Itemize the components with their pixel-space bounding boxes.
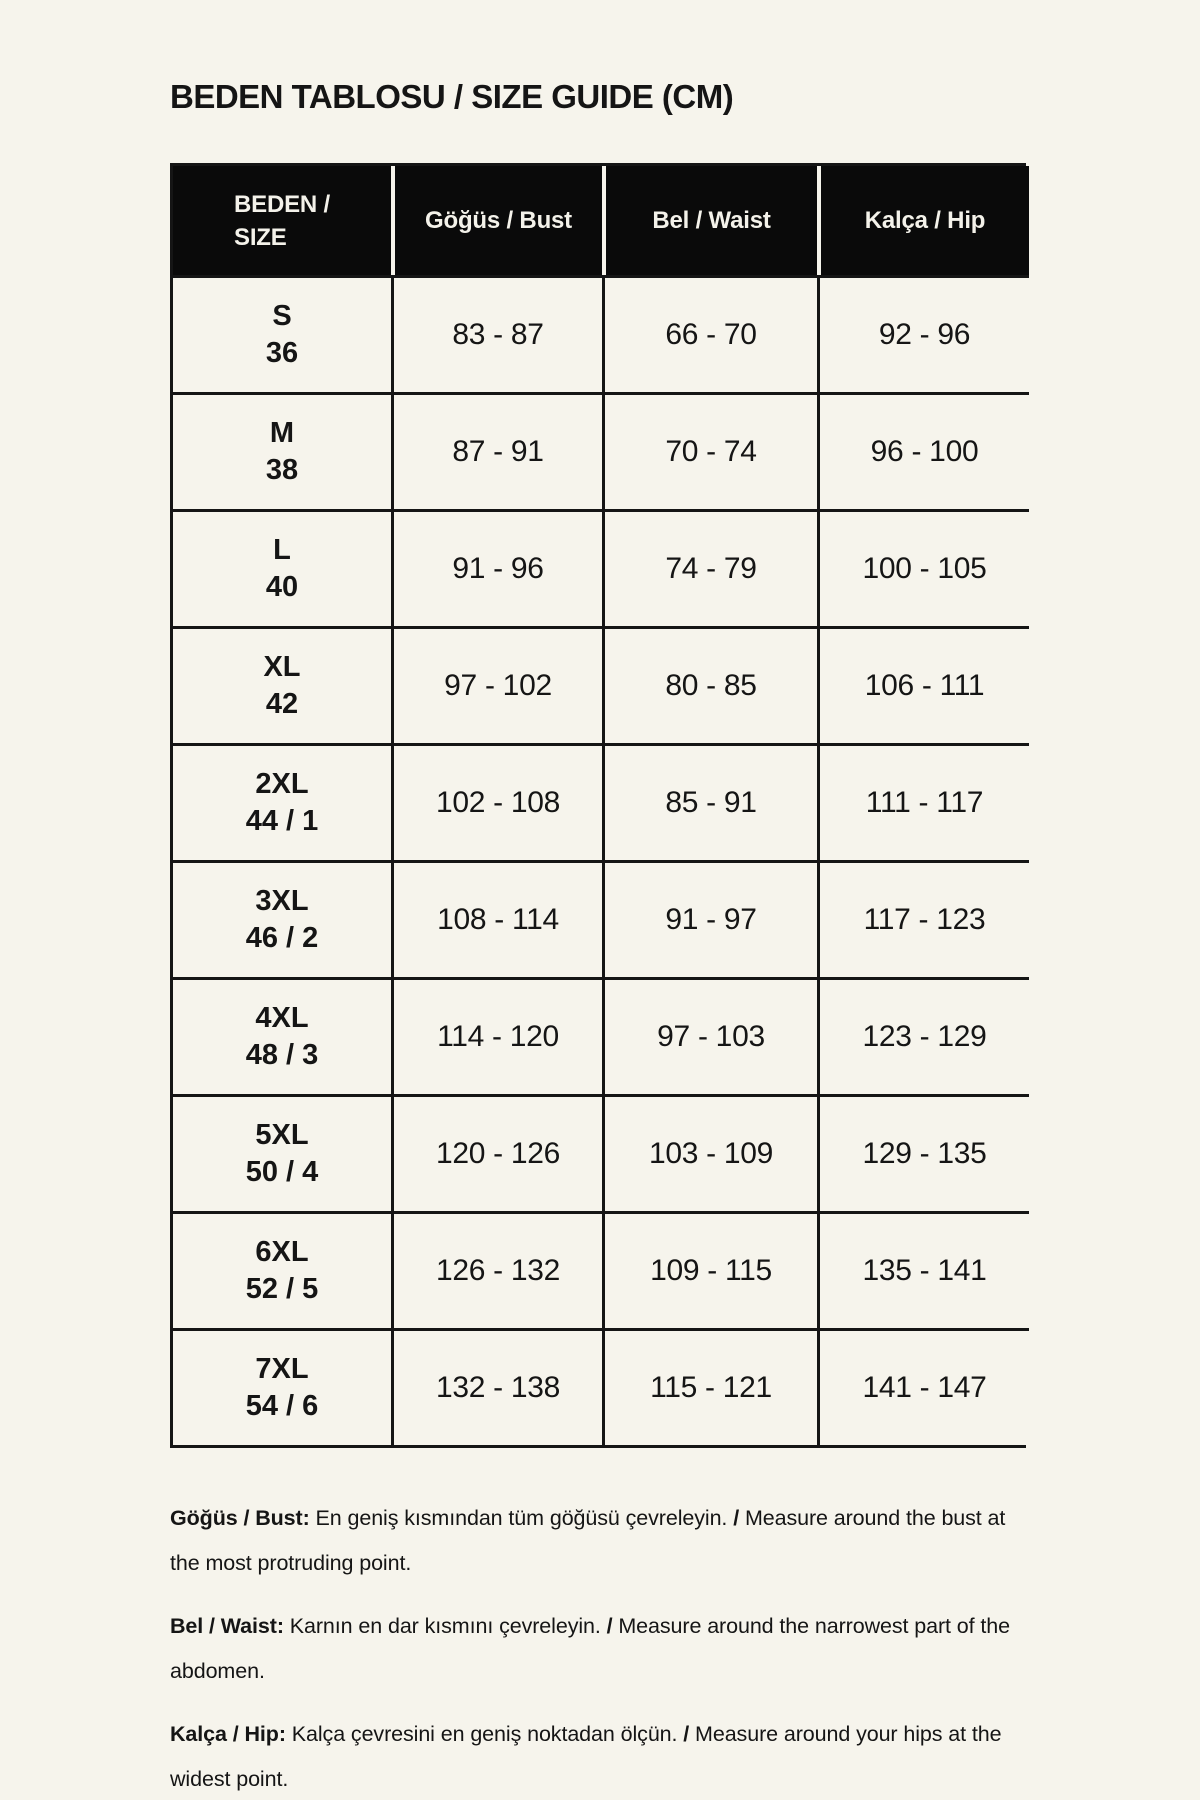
bust-value-cell: 102 - 108	[391, 743, 602, 860]
note-bust: Göğüs / Bust: En geniş kısmından tüm göğ…	[170, 1496, 1015, 1586]
size-cell: 4XL 48 / 3	[173, 977, 391, 1094]
measurement-notes: Göğüs / Bust: En geniş kısmından tüm göğ…	[170, 1496, 1015, 1800]
bust-value-cell: 108 - 114	[391, 860, 602, 977]
column-header-size-line2: SIZE	[234, 223, 287, 251]
bust-value-cell: 91 - 96	[391, 509, 602, 626]
waist-value-cell: 85 - 91	[602, 743, 817, 860]
waist-value-cell: 97 - 103	[602, 977, 817, 1094]
note-bust-label: Göğüs / Bust:	[170, 1506, 310, 1530]
size-number: 42	[265, 688, 299, 720]
column-header-size-label: BEDEN / SIZE	[234, 188, 330, 254]
size-number: 50 / 4	[245, 1156, 319, 1188]
note-bust-en: Measure around the bust at the most prot…	[170, 1506, 1006, 1575]
waist-value-cell: 91 - 97	[602, 860, 817, 977]
size-label: L	[273, 534, 291, 566]
size-label: 6XL	[255, 1236, 309, 1268]
note-waist-label: Bel / Waist:	[170, 1614, 284, 1638]
hip-value-cell: 92 - 96	[817, 275, 1029, 392]
size-cell: 6XL 52 / 5	[173, 1211, 391, 1328]
hip-value-cell: 111 - 117	[817, 743, 1029, 860]
hip-value-cell: 123 - 129	[817, 977, 1029, 1094]
column-header-size: BEDEN / SIZE	[173, 166, 391, 275]
bust-value-cell: 126 - 132	[391, 1211, 602, 1328]
hip-value-cell: 117 - 123	[817, 860, 1029, 977]
bust-value-cell: 87 - 91	[391, 392, 602, 509]
column-header-hip: Kalça / Hip	[817, 166, 1029, 275]
size-label: 2XL	[255, 768, 309, 800]
hip-value-cell: 96 - 100	[817, 392, 1029, 509]
size-number: 40	[265, 571, 299, 603]
waist-value-cell: 80 - 85	[602, 626, 817, 743]
waist-value-cell: 115 - 121	[602, 1328, 817, 1445]
note-hip-en: Measure around your hips at the widest p…	[170, 1722, 1002, 1791]
size-number: 52 / 5	[245, 1273, 319, 1305]
size-cell: 5XL 50 / 4	[173, 1094, 391, 1211]
note-waist-tr: Karnın en dar kısmını çevreleyin.	[289, 1614, 601, 1638]
size-label: 4XL	[255, 1002, 309, 1034]
note-hip-label: Kalça / Hip:	[170, 1722, 286, 1746]
hip-value-cell: 129 - 135	[817, 1094, 1029, 1211]
size-number: 38	[265, 454, 299, 486]
column-header-size-line1: BEDEN /	[234, 190, 330, 218]
waist-value-cell: 66 - 70	[602, 275, 817, 392]
size-label: M	[269, 417, 295, 449]
note-waist-en: Measure around the narrowest part of the…	[170, 1614, 1010, 1683]
size-label: XL	[263, 651, 301, 683]
size-label: 5XL	[255, 1119, 309, 1151]
note-waist: Bel / Waist: Karnın en dar kısmını çevre…	[170, 1604, 1015, 1694]
bust-value-cell: 132 - 138	[391, 1328, 602, 1445]
size-cell: 7XL 54 / 6	[173, 1328, 391, 1445]
waist-value-cell: 103 - 109	[602, 1094, 817, 1211]
bust-value-cell: 120 - 126	[391, 1094, 602, 1211]
size-cell: 3XL 46 / 2	[173, 860, 391, 977]
size-label: S	[272, 300, 292, 332]
waist-value-cell: 70 - 74	[602, 392, 817, 509]
size-label: 3XL	[255, 885, 309, 917]
bust-value-cell: 114 - 120	[391, 977, 602, 1094]
size-cell: S 36	[173, 275, 391, 392]
size-number: 44 / 1	[245, 805, 319, 837]
note-hip-separator: /	[683, 1722, 690, 1746]
waist-value-cell: 74 - 79	[602, 509, 817, 626]
note-bust-tr: En geniş kısmından tüm göğüsü çevreleyin…	[315, 1506, 728, 1530]
size-cell: L 40	[173, 509, 391, 626]
page-title: BEDEN TABLOSU / SIZE GUIDE (CM)	[170, 78, 734, 115]
size-table: BEDEN / SIZE Göğüs / Bust Bel / Waist Ka…	[170, 163, 1029, 1448]
size-cell: XL 42	[173, 626, 391, 743]
hip-value-cell: 100 - 105	[817, 509, 1029, 626]
column-header-waist: Bel / Waist	[602, 166, 817, 275]
bust-value-cell: 97 - 102	[391, 626, 602, 743]
note-bust-separator: /	[733, 1506, 740, 1530]
hip-value-cell: 106 - 111	[817, 626, 1029, 743]
size-label: 7XL	[255, 1353, 309, 1385]
size-cell: M 38	[173, 392, 391, 509]
hip-value-cell: 141 - 147	[817, 1328, 1029, 1445]
size-cell: 2XL 44 / 1	[173, 743, 391, 860]
note-hip: Kalça / Hip: Kalça çevresini en geniş no…	[170, 1712, 1015, 1800]
note-hip-tr: Kalça çevresini en geniş noktadan ölçün.	[291, 1722, 678, 1746]
size-number: 36	[265, 337, 299, 369]
size-number: 54 / 6	[245, 1390, 319, 1422]
column-header-bust: Göğüs / Bust	[391, 166, 602, 275]
size-number: 48 / 3	[245, 1039, 319, 1071]
note-waist-separator: /	[606, 1614, 613, 1638]
bust-value-cell: 83 - 87	[391, 275, 602, 392]
size-number: 46 / 2	[245, 922, 319, 954]
hip-value-cell: 135 - 141	[817, 1211, 1029, 1328]
waist-value-cell: 109 - 115	[602, 1211, 817, 1328]
